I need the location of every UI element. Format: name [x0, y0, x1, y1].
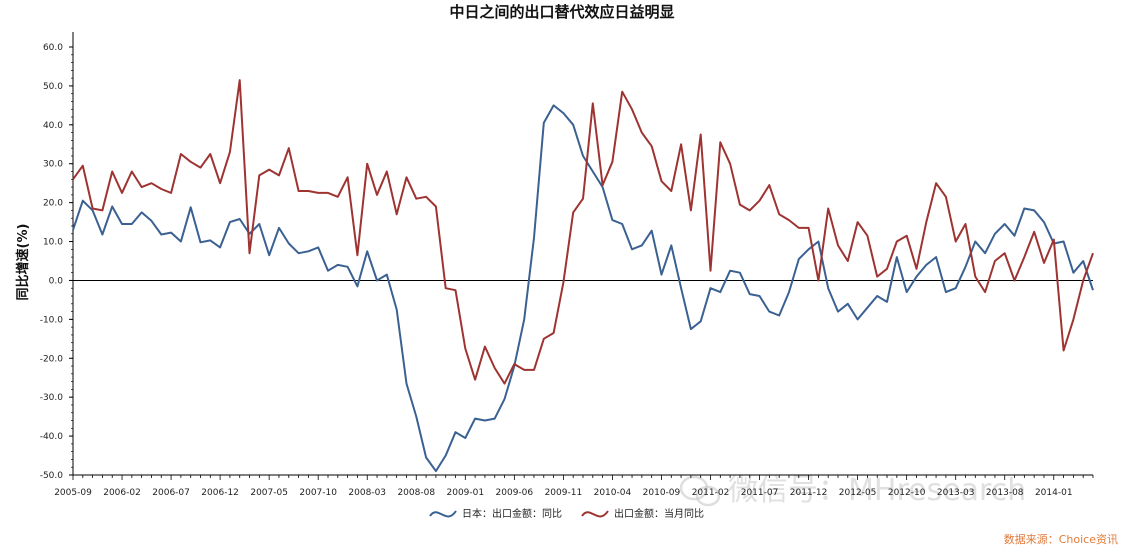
y-axis-title: 同比增速(%): [15, 224, 31, 301]
series-line-2: [72, 79, 1094, 385]
legend-item-2: 出口金额：当月同比: [581, 507, 704, 520]
x-tick-label: 2006-12: [201, 488, 239, 498]
y-tick-label: 30.0: [43, 160, 63, 170]
legend-item-1: 日本：出口金额：同比: [429, 507, 562, 520]
wechat-logo-icon: [679, 475, 721, 507]
x-tick-label: 2007-10: [299, 488, 337, 498]
y-tick-label: -40.0: [40, 432, 64, 442]
x-tick-label: 2009-01: [447, 488, 485, 498]
x-axis: 2005-09 2006-02 2006-07 2006-12 2007-05 2007-…: [54, 474, 1094, 498]
source-note: 数据来源：Choice资讯: [1004, 532, 1118, 546]
y-tick-label: 0.0: [49, 276, 64, 286]
x-tick-label: 2013-08: [986, 488, 1024, 498]
x-tick-label: 2008-08: [397, 488, 435, 498]
x-tick-label: 2011-12: [790, 488, 828, 498]
y-tick-label: 50.0: [43, 82, 63, 92]
x-tick-label: 2013-03: [937, 488, 975, 498]
x-tick-label: 2010-04: [594, 488, 632, 498]
x-tick-label: 2007-05: [250, 488, 288, 498]
watermark-text: 微信号：MHresearch: [728, 473, 1026, 508]
chart-title: 中日之间的出口替代效应日益明显: [449, 3, 674, 21]
y-tick-label: 10.0: [43, 238, 63, 248]
x-tick-label: 2012-05: [839, 488, 877, 498]
y-tick-label: 20.0: [43, 199, 63, 209]
legend: 日本：出口金额：同比 出口金额：当月同比: [429, 507, 704, 520]
watermark: 微信号：MHresearch: [679, 473, 1026, 508]
x-tick-label: 2011-02: [692, 488, 730, 498]
x-tick-label: 2010-09: [643, 488, 681, 498]
x-tick-label: 2009-06: [496, 488, 534, 498]
x-tick-label: 2006-02: [103, 488, 141, 498]
x-tick-label: 2006-07: [152, 488, 190, 498]
legend-swatch: [429, 510, 457, 518]
x-tick-label: 2014-01: [1035, 488, 1073, 498]
legend-label: 出口金额：当月同比: [614, 507, 704, 520]
y-tick-label: -20.0: [40, 354, 64, 364]
series-line-1: [72, 104, 1094, 473]
y-tick-label: -30.0: [40, 393, 64, 403]
y-tick-label: -50.0: [40, 471, 64, 481]
legend-swatch: [581, 510, 609, 518]
x-tick-label: 2011-07: [741, 488, 779, 498]
x-tick-label: 2012-10: [888, 488, 926, 498]
x-tick-label: 2008-03: [348, 488, 386, 498]
y-axis: 60.0 50.0 40.0 30.0 20.0 10.0 0.0 -10.0 -20.0 -30…: [40, 32, 74, 481]
legend-label: 日本：出口金额：同比: [462, 507, 562, 520]
y-tick-label: -10.0: [40, 315, 64, 325]
y-tick-label: 40.0: [43, 121, 63, 131]
x-tick-label: 2005-09: [54, 488, 92, 498]
series-layer: [72, 79, 1094, 473]
y-tick-label: 60.0: [43, 43, 63, 53]
x-tick-label: 2009-11: [545, 488, 583, 498]
